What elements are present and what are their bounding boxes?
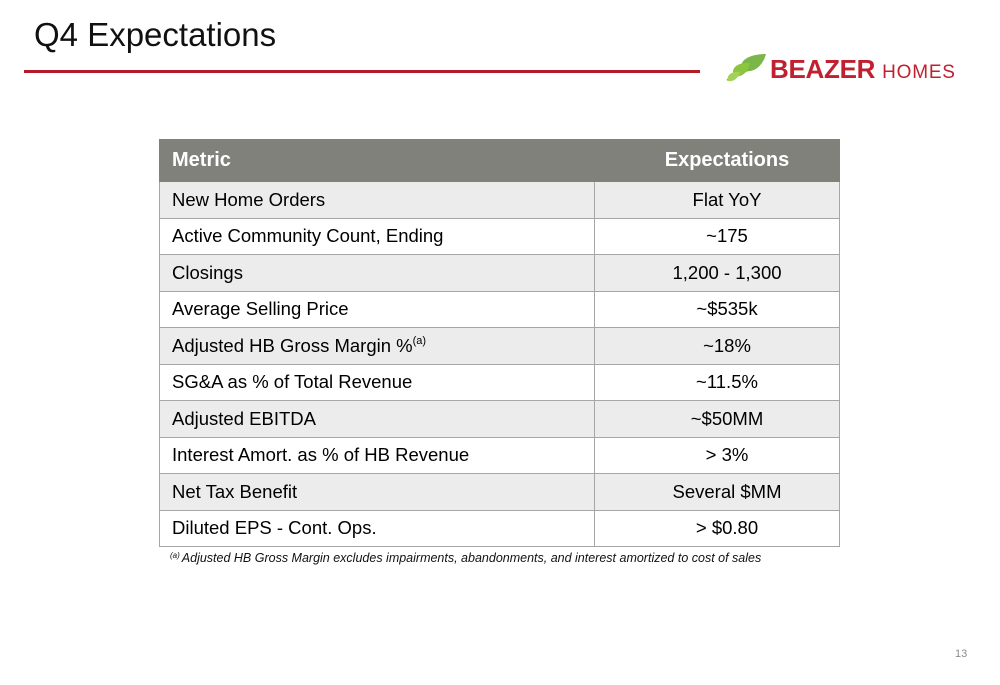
value-cell: ~$50MM (594, 400, 840, 438)
metric-label: Diluted EPS - Cont. Ops. (172, 517, 377, 539)
value-cell: ~175 (594, 217, 840, 255)
leaf-icon (724, 50, 772, 91)
metric-label: Adjusted EBITDA (172, 407, 316, 429)
metric-cell: Active Community Count, Ending (159, 217, 595, 255)
table-row: Adjusted EBITDA ~$50MM (159, 400, 840, 438)
value-cell: ~$535k (594, 290, 840, 328)
metric-cell: Diluted EPS - Cont. Ops. (159, 509, 595, 547)
metric-cell: SG&A as % of Total Revenue (159, 363, 595, 401)
footnote-text: Adjusted HB Gross Margin excludes impair… (181, 551, 762, 565)
metric-label: Active Community Count, Ending (172, 225, 444, 247)
metric-label: New Home Orders (172, 188, 326, 210)
metric-cell: New Home Orders (159, 181, 595, 219)
value-cell: > $0.80 (594, 509, 840, 547)
logo-wordmark: BEAZER HOMES (770, 54, 956, 85)
header-metric: Metric (159, 139, 595, 182)
footnote-marker: (a) (170, 551, 180, 560)
metric-cell: Adjusted HB Gross Margin %(a) (159, 327, 595, 365)
title-divider (24, 70, 700, 73)
table-row: Diluted EPS - Cont. Ops. > $0.80 (159, 509, 840, 547)
value-cell: Flat YoY (594, 181, 840, 219)
table-row: Closings 1,200 - 1,300 (159, 254, 840, 292)
footnote-marker: (a) (412, 334, 427, 347)
value-cell: ~11.5% (594, 363, 840, 401)
metric-label: Average Selling Price (172, 298, 349, 320)
table-row: Interest Amort. as % of HB Revenue > 3% (159, 436, 840, 474)
value-cell: 1,200 - 1,300 (594, 254, 840, 292)
metric-cell: Net Tax Benefit (159, 473, 595, 511)
table-row: SG&A as % of Total Revenue ~11.5% (159, 363, 840, 401)
company-logo: BEAZER HOMES (724, 50, 984, 90)
table-header-row: Metric Expectations (159, 139, 840, 182)
metric-label: Closings (172, 261, 243, 283)
page-number: 13 (955, 648, 968, 660)
table-row: Net Tax Benefit Several $MM (159, 473, 840, 511)
value-cell: > 3% (594, 436, 840, 474)
table-row: Adjusted HB Gross Margin %(a) ~18% (159, 327, 840, 365)
metric-cell: Interest Amort. as % of HB Revenue (159, 436, 595, 474)
metric-cell: Closings (159, 254, 595, 292)
table-row: New Home Orders Flat YoY (159, 181, 840, 219)
slide-title: Q4 Expectations (34, 16, 277, 53)
metric-label: Interest Amort. as % of HB Revenue (172, 444, 470, 466)
metric-label: SG&A as % of Total Revenue (172, 371, 413, 393)
metric-label: Net Tax Benefit (172, 480, 298, 502)
table-row: Average Selling Price ~$535k (159, 290, 840, 328)
logo-bold-text: BEAZER (770, 54, 876, 84)
metric-label: Adjusted HB Gross Margin % (172, 334, 413, 356)
metric-cell: Average Selling Price (159, 290, 595, 328)
value-cell: Several $MM (594, 473, 840, 511)
value-cell: ~18% (594, 327, 840, 365)
table-row: Active Community Count, Ending ~175 (159, 217, 840, 255)
expectations-table: Metric Expectations New Home Orders Flat… (159, 139, 840, 547)
logo-light-text: HOMES (882, 62, 956, 83)
header-expectations: Expectations (594, 139, 840, 182)
metric-cell: Adjusted EBITDA (159, 400, 595, 438)
table-footnote: (a) Adjusted HB Gross Margin excludes imp… (170, 551, 761, 565)
